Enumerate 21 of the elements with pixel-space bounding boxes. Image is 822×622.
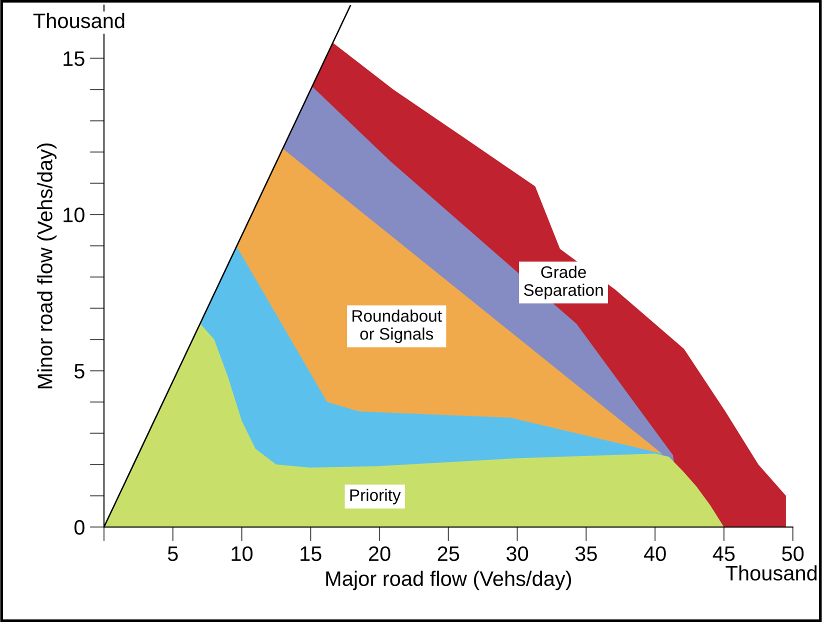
x-tick-label: 30 [506,546,528,562]
series-label: Priority [350,488,401,504]
annotation: Thousand [33,12,124,28]
series-label: Grade Separation [524,266,603,300]
text: Thousand [726,565,817,581]
x-tick-label: 5 [168,546,178,562]
series-label: Roundabout or Signals [352,310,442,344]
x-tick-label: 15 [300,546,322,562]
y-tick-label: 0 [74,520,84,535]
x-tick-label: 50 [782,546,804,562]
x-tick-label: 20 [368,546,390,562]
x-tick-label: 40 [644,546,666,562]
y-tick-label: 10 [64,208,84,222]
x-tick-label: 45 [712,546,735,562]
x-tick-label: 35 [575,546,597,562]
y-axis-title: Minor road flow (Vehs/day) [37,143,57,388]
y-tick-label: 5 [74,364,84,379]
y-tick-label: 15 [64,52,84,66]
x-tick-label: 25 [438,546,460,562]
x-tick-label: 10 [232,546,253,562]
x-axis-title: Major road flow (Vehs/day) [326,570,572,590]
